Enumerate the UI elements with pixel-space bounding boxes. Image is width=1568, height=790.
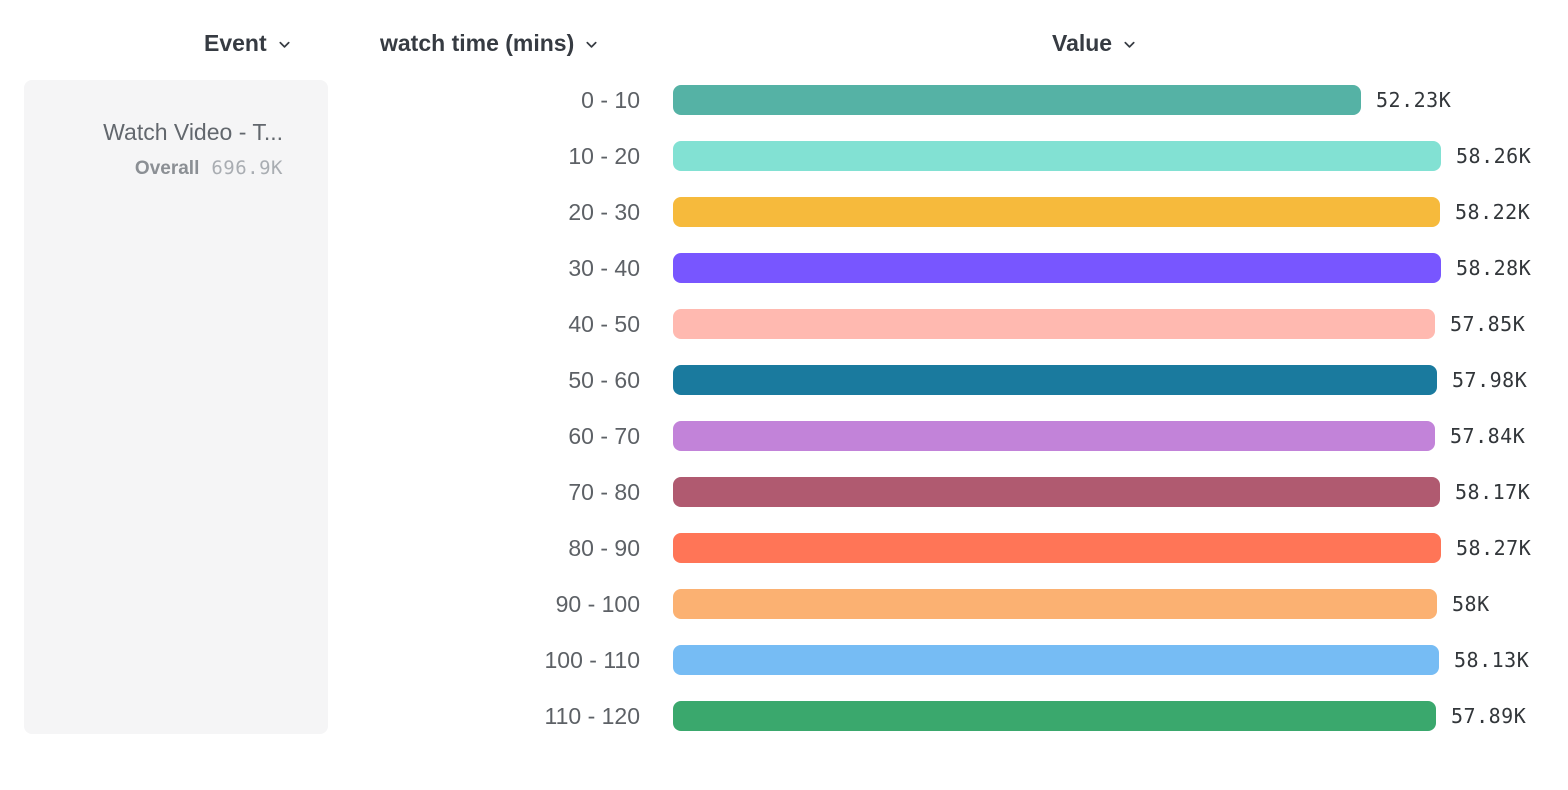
bar[interactable] [673,197,1440,227]
bucket-label: 10 - 20 [568,142,640,169]
event-name[interactable]: Watch Video - T... [103,119,283,145]
bar-value: 57.89K [1451,704,1527,728]
bar-value: 58.17K [1455,480,1531,504]
bar[interactable] [673,589,1437,619]
chevron-down-icon [1122,37,1137,52]
bucket-label: 50 - 60 [568,366,640,393]
bucket-label: 80 - 90 [568,534,640,561]
breakdown-column-label: watch time (mins) [380,29,575,56]
bucket-label: 90 - 100 [555,590,640,617]
chevron-down-icon [584,37,599,52]
overall-label: Overall [134,157,200,179]
chevron-down-icon [277,37,292,52]
bucket-label: 30 - 40 [568,254,640,281]
bar-value: 58.27K [1456,536,1532,560]
bar-value: 58K [1452,592,1490,616]
bar-value: 58.28K [1456,256,1532,280]
bar[interactable] [673,477,1440,507]
bar[interactable] [673,309,1435,339]
chart-row: 40 - 50 57.85K [0,296,1568,352]
chart-row: 70 - 80 58.17K [0,464,1568,520]
value-column-dropdown[interactable]: Value [1052,28,1137,58]
chart-row: 110 - 120 57.89K [0,688,1568,744]
event-column-dropdown[interactable]: Event [204,28,292,58]
bar[interactable] [673,645,1439,675]
bucket-label: 40 - 50 [568,310,640,337]
chart-row: 90 - 100 58K [0,576,1568,632]
event-column-label: Event [204,29,267,56]
chart-rows: 0 - 10 52.23K 10 - 20 58.26K 20 - 30 58.… [0,72,1568,744]
bucket-label: 100 - 110 [544,646,640,673]
bar-value: 58.26K [1456,144,1532,168]
chart-row: 20 - 30 58.22K [0,184,1568,240]
chart-row: 50 - 60 57.98K [0,352,1568,408]
chart-row: 30 - 40 58.28K [0,240,1568,296]
bucket-label: 0 - 10 [581,86,640,113]
chart-row: 80 - 90 58.27K [0,520,1568,576]
bar[interactable] [673,85,1361,115]
bar-value: 57.84K [1450,424,1526,448]
bar[interactable] [673,533,1441,563]
bucket-label: 60 - 70 [568,422,640,449]
overall-value: 696.9K [211,156,283,179]
bar[interactable] [673,421,1435,451]
bar[interactable] [673,253,1441,283]
bar-value: 52.23K [1376,88,1452,112]
bar-value: 58.13K [1454,648,1530,672]
value-column-label: Value [1052,29,1113,56]
chart-row: 10 - 20 58.26K [0,128,1568,184]
bar-value: 57.85K [1450,312,1526,336]
chart-row: 60 - 70 57.84K [0,408,1568,464]
bar[interactable] [673,701,1436,731]
bucket-label: 110 - 120 [544,702,640,729]
breakdown-column-dropdown[interactable]: watch time (mins) [380,28,599,58]
chart-row: 100 - 110 58.13K [0,632,1568,688]
bar-value: 58.22K [1455,200,1531,224]
bar-value: 57.98K [1452,368,1528,392]
bucket-label: 20 - 30 [568,198,640,225]
bar[interactable] [673,141,1441,171]
bar[interactable] [673,365,1437,395]
overall-line: Overall 696.9K [24,157,283,180]
bucket-label: 70 - 80 [568,478,640,505]
chart-row: 0 - 10 52.23K [0,72,1568,128]
event-card: Watch Video - T... Overall 696.9K [24,80,328,734]
